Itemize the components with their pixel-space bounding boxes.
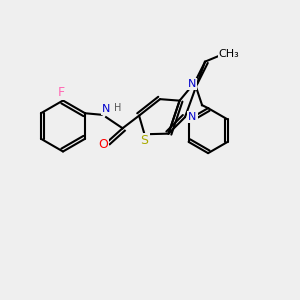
Text: F: F bbox=[58, 85, 65, 99]
Text: CH₃: CH₃ bbox=[219, 49, 239, 59]
Text: O: O bbox=[98, 138, 108, 151]
Text: S: S bbox=[140, 134, 148, 147]
Text: N: N bbox=[188, 79, 196, 89]
Text: N: N bbox=[188, 112, 197, 122]
Text: N: N bbox=[102, 104, 110, 114]
Text: H: H bbox=[115, 103, 122, 113]
